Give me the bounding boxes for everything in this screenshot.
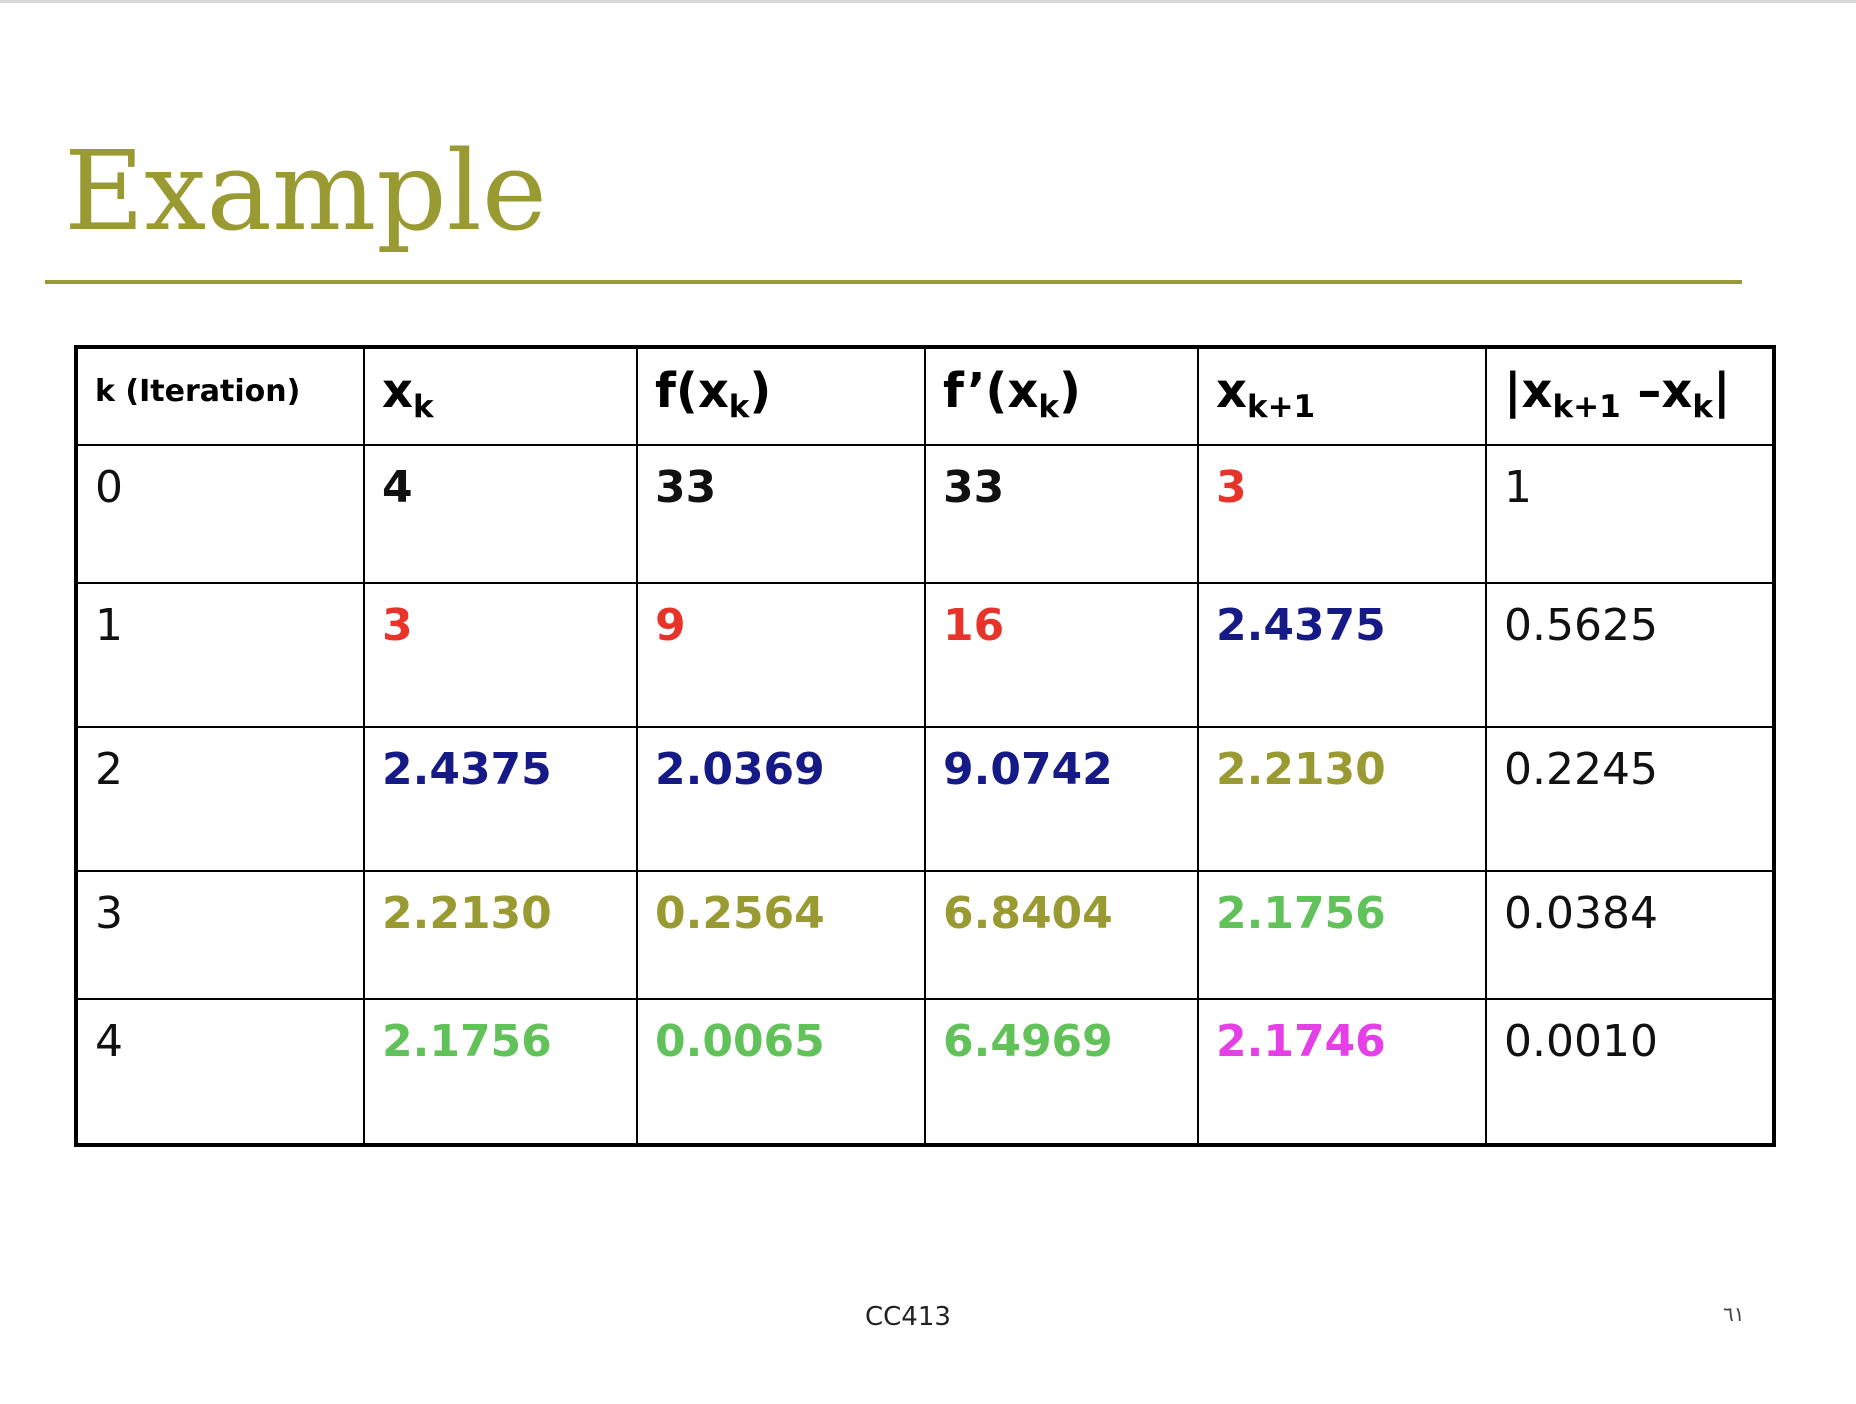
cell-k: 1 (78, 582, 365, 728)
table-row: 1 3 9 16 2.4375 0.5625 (78, 582, 1772, 728)
cell-xk-plus-1: 2.2130 (1197, 726, 1487, 872)
cell-f-xk: 0.0065 (636, 998, 926, 1143)
cell-xk-plus-1: 3 (1197, 444, 1487, 584)
cell-k: 3 (78, 870, 365, 1000)
cell-xk: 2.4375 (363, 726, 638, 872)
table-row: 3 2.2130 0.2564 6.8404 2.1756 0.0384 (78, 870, 1772, 1000)
cell-f-prime-xk: 6.8404 (924, 870, 1199, 1000)
cell-xk: 4 (363, 444, 638, 584)
table-row: 0 4 33 33 3 1 (78, 444, 1772, 584)
footer-page-number: ٦١ (1723, 1302, 1745, 1326)
cell-f-xk: 9 (636, 582, 926, 728)
iteration-table: k (Iteration) xk f(xk) f’(xk) xk+1 |xk+1… (78, 349, 1772, 1143)
cell-f-xk: 33 (636, 444, 926, 584)
cell-xk: 2.2130 (363, 870, 638, 1000)
footer-course-code: CC413 (865, 1302, 951, 1332)
cell-xk-plus-1: 2.4375 (1197, 582, 1487, 728)
cell-f-prime-xk: 33 (924, 444, 1199, 584)
slide-title: Example (64, 127, 547, 255)
cell-f-prime-xk: 6.4969 (924, 998, 1199, 1143)
iteration-table-frame: k (Iteration) xk f(xk) f’(xk) xk+1 |xk+1… (74, 345, 1776, 1147)
table-row: 4 2.1756 0.0065 6.4969 2.1746 0.0010 (78, 998, 1772, 1143)
cell-xk: 2.1756 (363, 998, 638, 1143)
cell-abs-difference: 0.0384 (1485, 870, 1772, 1000)
cell-abs-difference: 0.5625 (1485, 582, 1772, 728)
cell-k: 4 (78, 998, 365, 1143)
header-abs-difference: |xk+1 –xk| (1485, 349, 1772, 446)
cell-abs-difference: 0.0010 (1485, 998, 1772, 1143)
cell-xk-plus-1: 2.1756 (1197, 870, 1487, 1000)
cell-xk-plus-1: 2.1746 (1197, 998, 1487, 1143)
header-k-iteration: k (Iteration) (78, 349, 365, 446)
title-underline (45, 280, 1742, 284)
cell-f-xk: 2.0369 (636, 726, 926, 872)
cell-k: 0 (78, 444, 365, 584)
top-edge-line (0, 0, 1856, 3)
cell-f-prime-xk: 16 (924, 582, 1199, 728)
table-header-row: k (Iteration) xk f(xk) f’(xk) xk+1 |xk+1… (78, 349, 1772, 446)
cell-f-xk: 0.2564 (636, 870, 926, 1000)
cell-xk: 3 (363, 582, 638, 728)
cell-abs-difference: 1 (1485, 444, 1772, 584)
header-xk-plus-1: xk+1 (1197, 349, 1487, 446)
cell-k: 2 (78, 726, 365, 872)
table-row: 2 2.4375 2.0369 9.0742 2.2130 0.2245 (78, 726, 1772, 872)
header-f-xk: f(xk) (636, 349, 926, 446)
cell-f-prime-xk: 9.0742 (924, 726, 1199, 872)
header-xk: xk (363, 349, 638, 446)
header-f-prime-xk: f’(xk) (924, 349, 1199, 446)
cell-abs-difference: 0.2245 (1485, 726, 1772, 872)
